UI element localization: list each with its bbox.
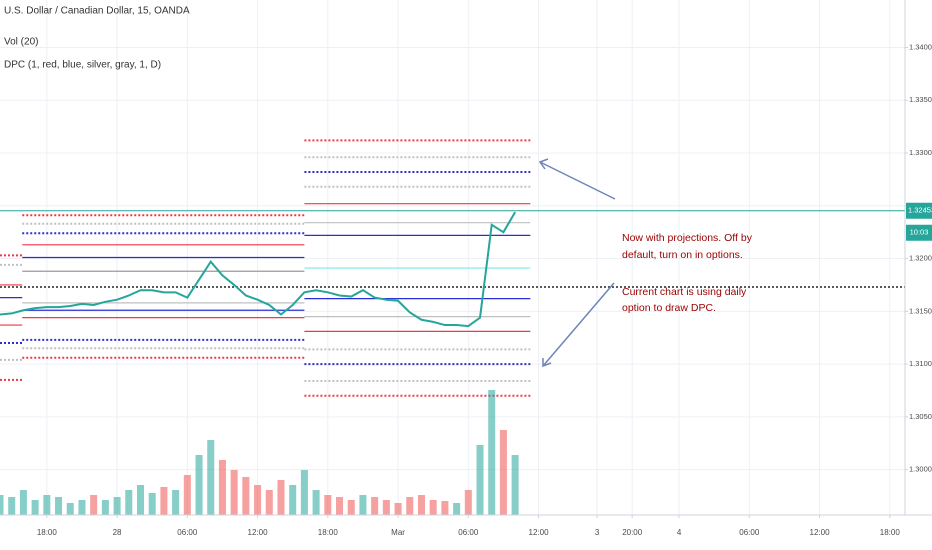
volume-bar	[394, 503, 402, 515]
volume-bar	[265, 490, 273, 515]
annotation: default, turn on in options.	[622, 249, 743, 261]
x-tick-label: 18:00	[37, 528, 58, 537]
x-tick-label: 20:00	[622, 528, 643, 537]
dpc-levels	[0, 139, 905, 397]
volume-bar	[218, 460, 226, 515]
y-tick-label: 1.34000	[909, 42, 932, 51]
countdown-label: 10:03	[910, 228, 929, 237]
y-tick-label: 1.30500	[909, 412, 932, 421]
x-tick-label: 12:00	[810, 528, 831, 537]
volume-bar	[160, 487, 168, 515]
volume-bar	[488, 390, 496, 515]
indicator-label: Vol (20)	[4, 37, 38, 48]
volume-bar	[254, 485, 262, 515]
indicator-label: DPC (1, red, blue, silver, gray, 1, D)	[4, 60, 161, 71]
volume-bar	[19, 490, 27, 515]
annotation: Now with projections. Off by	[622, 232, 753, 244]
x-tick-label: 28	[113, 528, 122, 537]
volume-bar	[511, 455, 519, 515]
price	[0, 210, 905, 328]
y-tick-label: 1.31500	[909, 306, 932, 315]
x-tick-label: 12:00	[248, 528, 269, 537]
x-tick-label: 4	[677, 528, 682, 537]
volume-bar	[347, 500, 355, 515]
y-tick-label: 1.30000	[909, 465, 932, 474]
y-tick-label: 1.33000	[909, 148, 932, 157]
volume-bar	[499, 430, 507, 515]
annotation: Current chart is using daily	[622, 286, 747, 298]
volume-bar	[324, 495, 332, 515]
last-price-label: 1.32453	[908, 206, 932, 215]
volume-bar	[148, 493, 156, 515]
volume-bar	[43, 495, 51, 515]
volume-bar	[78, 500, 86, 515]
volume-bar	[289, 485, 297, 515]
volume-bar	[113, 497, 121, 515]
countdown-box	[906, 224, 932, 241]
volume-bar	[312, 490, 320, 515]
x-tick-label: 06:00	[458, 528, 479, 537]
volume-bar	[371, 497, 379, 515]
x-tick-label: Mar	[391, 528, 405, 537]
volume-bar	[136, 485, 145, 515]
y-tick-label: 1.31000	[909, 359, 932, 368]
volume-bar	[66, 503, 74, 515]
x-tick-label: 06:00	[177, 528, 198, 537]
y-tick-label: 1.33500	[909, 95, 932, 104]
volume-bar	[207, 440, 215, 515]
x-tick-label: 3	[595, 528, 600, 537]
volume-bar	[90, 495, 98, 515]
volume-bar	[0, 495, 4, 515]
x-tick-label: 06:00	[739, 528, 760, 537]
volume-bar	[195, 455, 203, 515]
volume-bar	[300, 470, 308, 515]
volume-bar	[406, 497, 414, 515]
volume-bar	[429, 500, 437, 515]
volume-bar	[382, 500, 390, 515]
arrow	[539, 161, 616, 200]
chart-title: U.S. Dollar / Canadian Dollar, 15, OANDA	[4, 6, 190, 17]
volume-bar	[336, 497, 344, 515]
volume-bar	[464, 490, 472, 515]
x-tick-label: 18:00	[318, 528, 339, 537]
x-tick-label: 12:00	[529, 528, 550, 537]
volume-bar	[172, 490, 180, 515]
arrow-head	[538, 158, 549, 170]
y-tick-label: 1.32000	[909, 254, 932, 263]
arrow	[542, 282, 615, 367]
volume-bar	[453, 503, 461, 515]
annotation: option to draw DPC.	[622, 302, 716, 314]
price-line	[0, 211, 516, 328]
volume-bar	[183, 475, 191, 515]
x-tick-label: 18:00	[880, 528, 901, 537]
last-price-box	[906, 202, 932, 219]
arrow-head	[542, 358, 552, 368]
volume-bar	[55, 497, 63, 515]
volume-bar	[417, 495, 425, 515]
volume-bar	[8, 497, 16, 515]
volume-bar	[230, 470, 238, 515]
volume-bar	[101, 500, 109, 515]
volume-bar	[125, 490, 133, 515]
volume-bar	[359, 495, 367, 515]
volume-bar	[441, 501, 449, 515]
volume-bar	[31, 500, 39, 515]
volume	[0, 390, 519, 515]
volume-bar	[476, 445, 484, 515]
arrows	[538, 158, 616, 368]
axes: 1.340001.335001.330001.325001.320001.315…	[37, 42, 932, 537]
volume-bar	[242, 477, 250, 515]
volume-bar	[277, 480, 285, 515]
